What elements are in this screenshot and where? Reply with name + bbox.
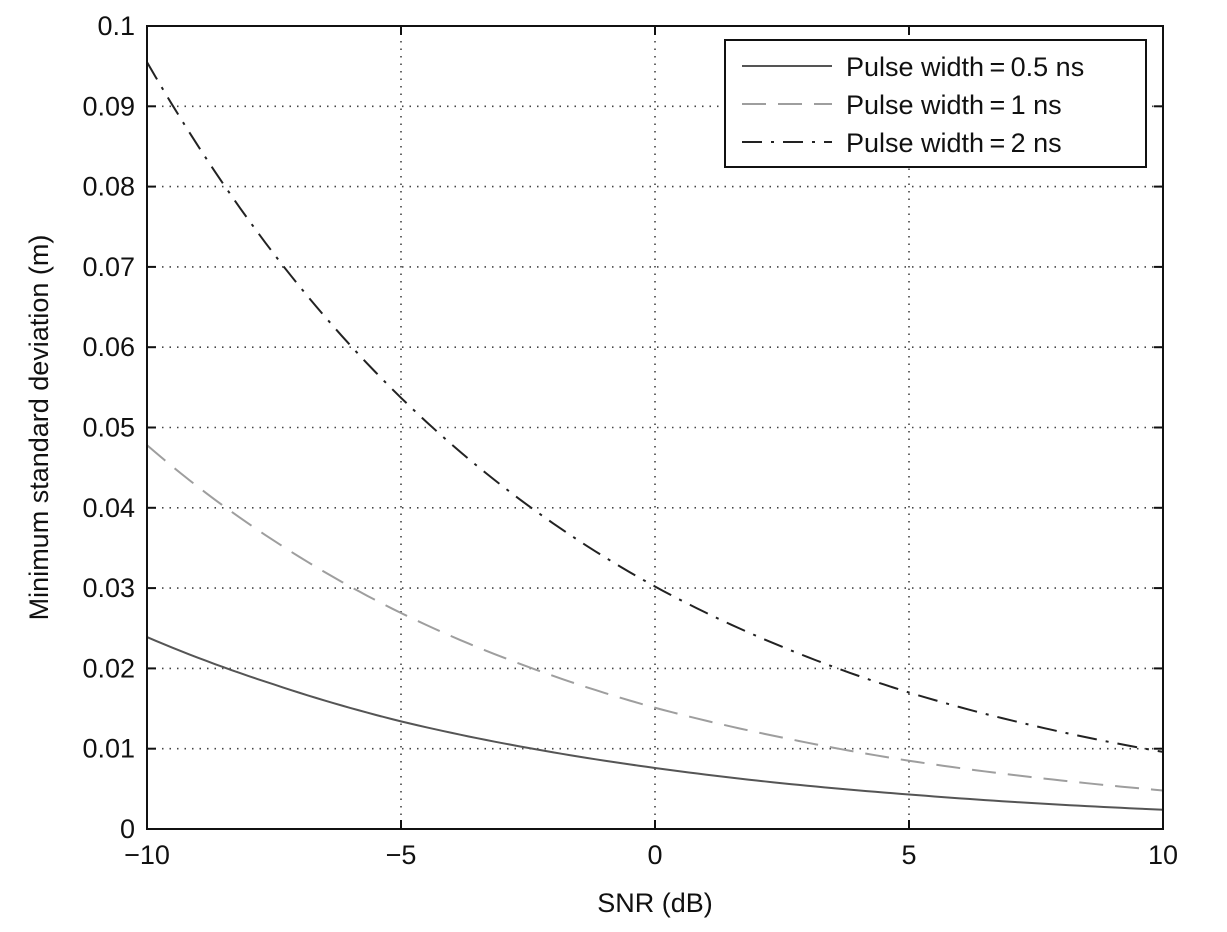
legend-label-3: Pulse width = 2 ns (846, 128, 1062, 158)
legend-label-2: Pulse width = 1 ns (846, 90, 1062, 120)
x-tick-label: 10 (1148, 840, 1178, 870)
axis-ticks (146, 25, 1164, 830)
y-axis-tick-labels: 0 0.01 0.02 0.03 0.04 0.05 0.06 0.07 0.08 0.09 0.1 (82, 11, 135, 844)
x-axis-tick-labels: −10 −5 0 5 10 (124, 840, 1178, 870)
plot-lines (146, 61, 1164, 811)
y-axis-label: Minimum standard deviation (m) (24, 235, 54, 621)
x-tick-label: −5 (386, 840, 417, 870)
series-line-1 (146, 636, 1164, 811)
x-axis-label: SNR (dB) (597, 888, 713, 918)
legend: Pulse width = 0.5 ns Pulse width = 1 ns Pu… (724, 39, 1147, 168)
y-tick-label: 0.01 (82, 734, 135, 764)
y-tick-label: 0.1 (97, 11, 135, 41)
y-tick-label: 0.07 (82, 252, 135, 282)
y-tick-label: 0.08 (82, 172, 135, 202)
series-line-3 (146, 61, 1164, 753)
legend-label-1: Pulse width = 0.5 ns (846, 52, 1084, 82)
y-tick-label: 0.09 (82, 91, 135, 121)
y-tick-label: 0.02 (82, 653, 135, 683)
y-tick-label: 0 (120, 814, 135, 844)
y-tick-label: 0.05 (82, 413, 135, 443)
x-tick-label: 0 (647, 840, 662, 870)
x-tick-label: −10 (124, 840, 170, 870)
y-tick-label: 0.06 (82, 332, 135, 362)
series-line-2 (146, 444, 1164, 792)
y-tick-label: 0.03 (82, 573, 135, 603)
x-tick-label: 5 (901, 840, 916, 870)
y-tick-label: 0.04 (82, 493, 135, 523)
